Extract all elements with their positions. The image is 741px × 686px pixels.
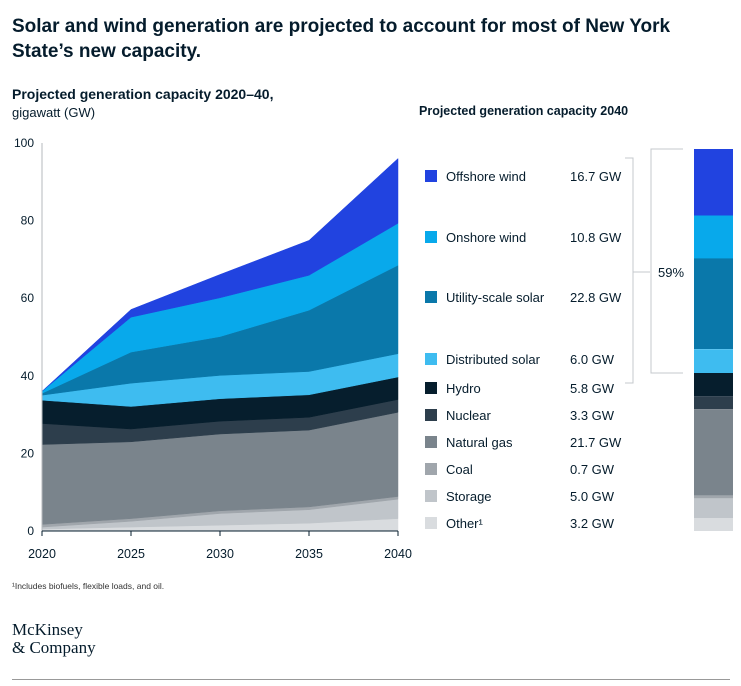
legend-swatch	[425, 170, 437, 182]
mckinsey-logo: McKinsey & Company	[12, 621, 96, 657]
logo-line-2: & Company	[12, 638, 96, 657]
legend-value: 0.7 GW	[570, 462, 615, 477]
legend-label: Hydro	[446, 381, 481, 396]
bar-segment-natural-gas	[694, 409, 733, 496]
legend-label: Utility-scale solar	[446, 290, 545, 305]
area-chart-unit: gigawatt (GW)	[12, 105, 96, 120]
y-tick-label-0: 0	[27, 524, 34, 538]
legend-swatch	[425, 353, 437, 365]
legend-label: Distributed solar	[446, 352, 540, 367]
legend-swatch	[425, 291, 437, 303]
bar-bracket	[650, 148, 683, 374]
legend-value: 22.8 GW	[570, 290, 622, 305]
legend-swatch	[425, 382, 437, 394]
bar-segment-onshore-wind	[694, 215, 733, 259]
y-tick-label-80: 80	[21, 214, 35, 228]
y-tick-label-20: 20	[21, 446, 35, 460]
bar-segment-offshore-wind	[694, 149, 733, 216]
legend-label: Coal	[446, 462, 473, 477]
x-tick-label-2035: 2035	[295, 547, 323, 561]
x-tick-label-2025: 2025	[117, 547, 145, 561]
legend-swatch	[425, 490, 437, 502]
legend-value: 3.2 GW	[570, 516, 615, 531]
legend-heading: Projected generation capacity 2040	[419, 104, 629, 118]
chart-title: Solar and wind generation are projected …	[12, 16, 671, 62]
legend-value: 5.0 GW	[570, 489, 615, 504]
legend-label: Onshore wind	[446, 230, 527, 245]
legend-value: 6.0 GW	[570, 352, 615, 367]
bar-segment-nuclear	[694, 396, 733, 410]
area-offshore-wind	[41, 157, 399, 392]
y-tick-label-40: 40	[21, 369, 35, 383]
x-tick-label-2020: 2020	[28, 547, 56, 561]
x-tick-label-2040: 2040	[384, 547, 412, 561]
legend-bracket	[625, 157, 650, 384]
x-tick-label-2030: 2030	[206, 547, 234, 561]
bar-segment-coal	[694, 495, 733, 499]
legend-swatch	[425, 231, 437, 243]
legend-label: Storage	[446, 489, 492, 504]
legend-label: Natural gas	[446, 435, 513, 450]
y-tick-label-60: 60	[21, 291, 35, 305]
bar-segment-storage	[694, 498, 733, 519]
legend-label: Nuclear	[446, 408, 491, 423]
bar-segment-distributed-solar	[694, 349, 733, 374]
bar-segment-utility-scale-solar	[694, 258, 733, 350]
legend-swatch	[425, 517, 437, 529]
bar-segment-other	[694, 518, 733, 531]
footnote: ¹Includes biofuels, flexible loads, and …	[12, 581, 165, 591]
legend-label: Offshore wind	[446, 169, 526, 184]
legend-swatch	[425, 409, 437, 421]
y-tick-label-100: 100	[14, 136, 34, 150]
legend-swatch	[425, 463, 437, 475]
bottom-rule	[12, 679, 730, 680]
bar-segment-hydro	[694, 373, 733, 397]
area-chart-heading: Projected generation capacity 2020–40,	[12, 86, 274, 102]
legend-value: 10.8 GW	[570, 230, 622, 245]
legend-swatch	[425, 436, 437, 448]
logo-line-1: McKinsey	[12, 620, 83, 639]
legend-value: 5.8 GW	[570, 381, 615, 396]
legend-label: Other¹	[446, 516, 483, 531]
legend-value: 21.7 GW	[570, 435, 622, 450]
renewables-share-label: 59%	[658, 265, 685, 280]
legend-value: 16.7 GW	[570, 169, 622, 184]
legend-value: 3.3 GW	[570, 408, 615, 423]
